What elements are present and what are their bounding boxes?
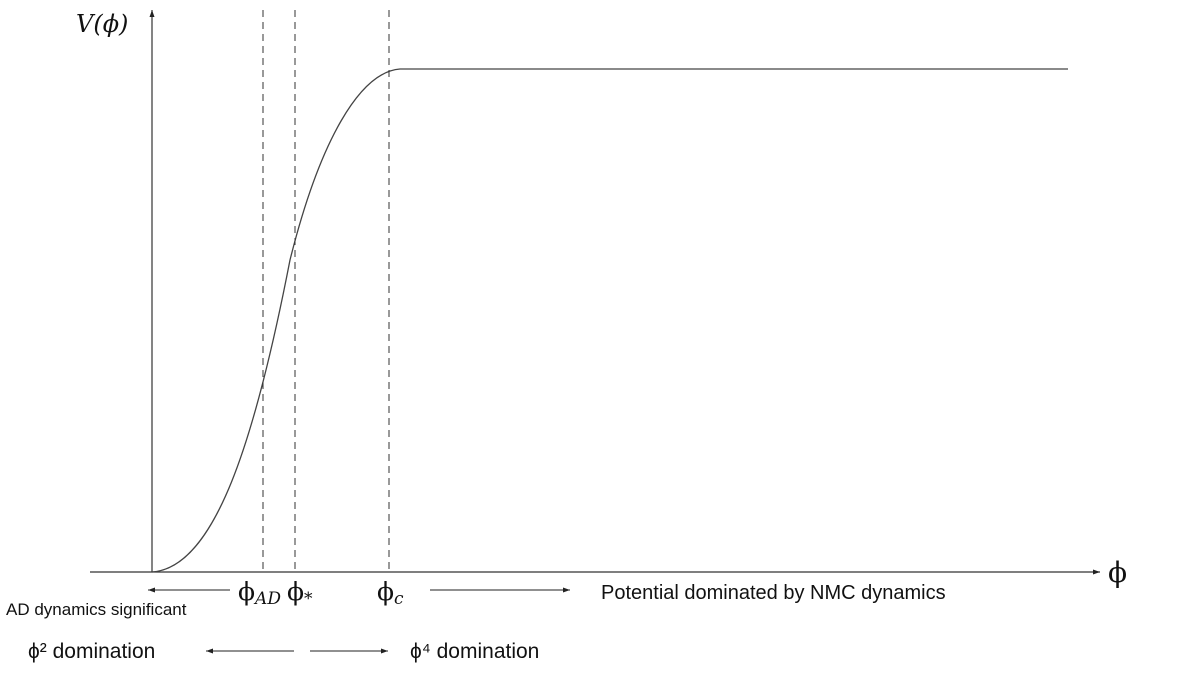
ad-dynamics-text: AD dynamics significant: [6, 600, 187, 619]
phi-c-label: ϕc: [377, 577, 404, 609]
potential-curve: [151, 68, 1068, 573]
phi4-domination-text: ϕ⁴ domination: [410, 640, 539, 663]
phi-ad-symbol: ϕ: [238, 577, 255, 606]
phi-c-subscript: c: [394, 589, 404, 609]
y-axis-label: V(ϕ): [76, 10, 128, 38]
nmc-dynamics-text: Potential dominated by NMC dynamics: [601, 582, 946, 604]
phi-ad-subscript: AD: [253, 589, 281, 609]
phi-ad-label: ϕAD: [238, 577, 281, 609]
phi-star-subscript: *: [304, 589, 313, 609]
phi-star-label: ϕ*: [287, 577, 313, 609]
phi-star-symbol: ϕ: [287, 577, 304, 606]
phi2-domination-text: ϕ² domination: [28, 640, 155, 663]
phi-c-symbol: ϕ: [377, 577, 394, 606]
x-axis-label: ϕ: [1108, 556, 1127, 589]
